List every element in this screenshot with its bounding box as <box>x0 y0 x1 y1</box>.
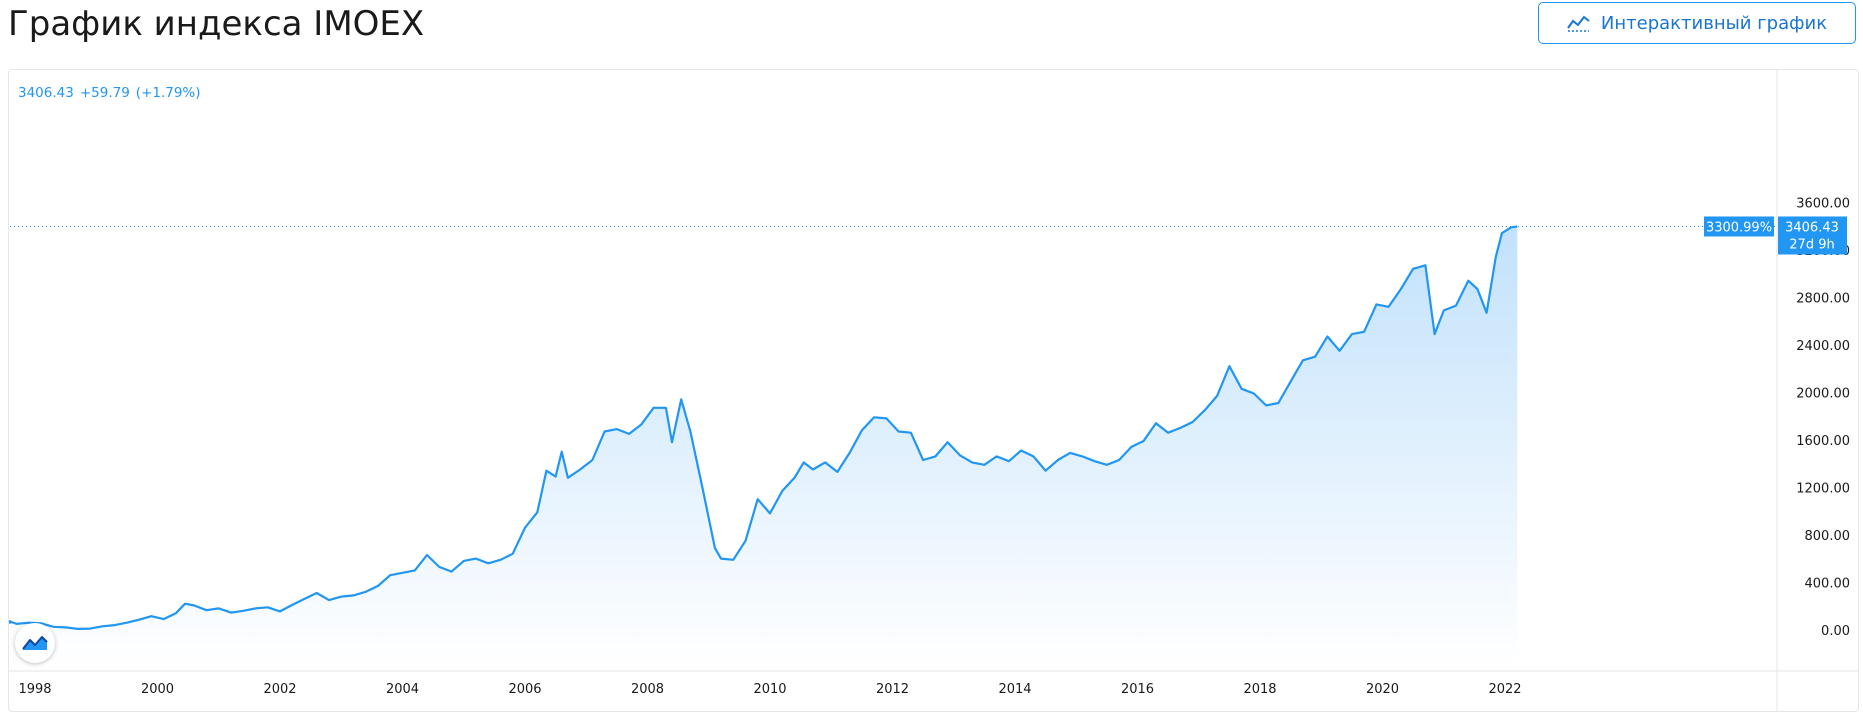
line-chart-icon <box>1567 13 1591 33</box>
page-title: График индекса IMOEX <box>8 4 425 44</box>
y-tick-label: 1200.00 <box>1796 482 1850 497</box>
x-tick-label: 1998 <box>18 682 51 697</box>
y-tick-label: 1600.00 <box>1796 434 1850 449</box>
percent-label: 3300.99% <box>1706 220 1772 235</box>
x-tick-label: 2016 <box>1121 682 1154 697</box>
y-tick-label: 2400.00 <box>1796 339 1850 354</box>
legend-change: +59.79 <box>79 85 130 101</box>
percent-label-bg <box>1704 216 1774 237</box>
series-line <box>8 225 1518 630</box>
tradingview-logo-icon[interactable] <box>15 623 55 663</box>
time-axis: 1998 2000 2002 2004 2006 2008 2010 2012 2014 2016… <box>18 682 1521 697</box>
x-tick-label: 2010 <box>753 682 786 697</box>
x-tick-label: 2000 <box>141 682 174 697</box>
interactive-chart-button-label: Интерактивный график <box>1600 12 1828 34</box>
x-tick-label: 2014 <box>998 682 1031 697</box>
y-tick-label: 2000.00 <box>1796 387 1850 402</box>
price-label: 3406.43 <box>1785 220 1839 235</box>
legend-last-value: 3406.43 <box>18 85 74 101</box>
last-price-labels: 3300.99% 3406.43 27d 9h <box>1704 216 1847 255</box>
y-tick-label: 800.00 <box>1805 529 1851 544</box>
y-tick-label: 0.00 <box>1821 624 1850 639</box>
x-tick-label: 2008 <box>631 682 664 697</box>
x-tick-label: 2018 <box>1243 682 1276 697</box>
area-fill <box>10 226 1518 668</box>
price-axis: 3600.003200.002800.002400.002000.001600.… <box>1796 197 1850 640</box>
x-tick-label: 2006 <box>508 682 541 697</box>
y-tick-label: 400.00 <box>1805 577 1851 592</box>
interactive-chart-button[interactable]: Интерактивный график <box>1538 2 1856 44</box>
x-tick-label: 2020 <box>1366 682 1399 697</box>
x-tick-label: 2012 <box>876 682 909 697</box>
legend-change-pct: (+1.79%) <box>135 85 201 101</box>
x-tick-label: 2002 <box>263 682 296 697</box>
legend: 3406.43 +59.79 (+1.79%) <box>18 85 207 101</box>
x-tick-label: 2022 <box>1488 682 1521 697</box>
countdown-label: 27d 9h <box>1789 237 1834 252</box>
y-tick-label: 2800.00 <box>1796 292 1850 307</box>
price-label-bg <box>1778 216 1847 255</box>
y-tick-label: 3600.00 <box>1796 197 1850 212</box>
x-tick-label: 2004 <box>386 682 419 697</box>
